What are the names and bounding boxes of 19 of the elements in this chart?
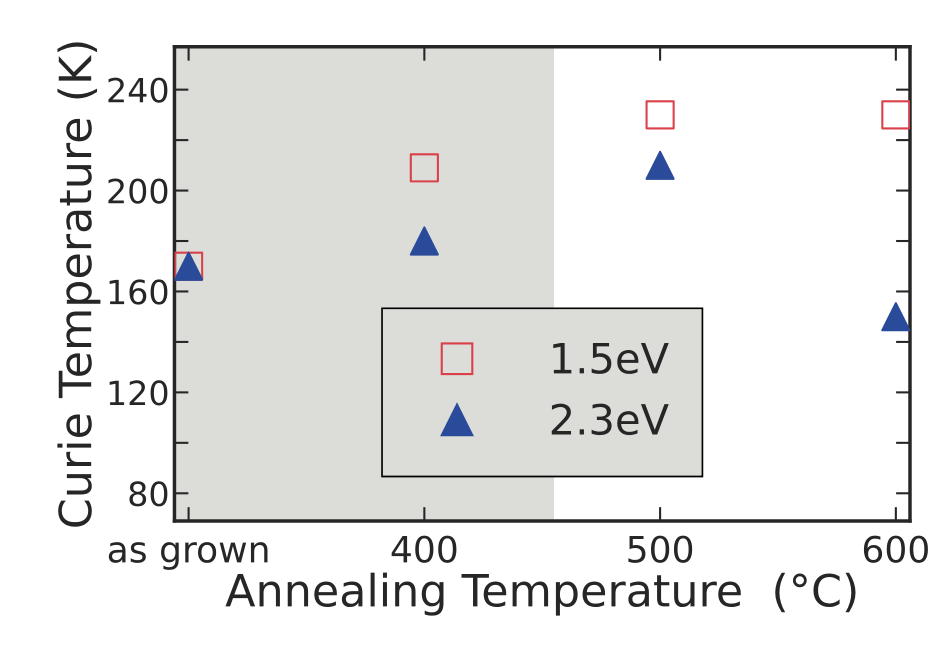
point [646, 100, 675, 130]
x-tick-label: 600 [864, 536, 928, 563]
y-tick-label: 160 [110, 279, 168, 305]
point [410, 153, 439, 182]
x-tick-label: 500 [628, 536, 692, 563]
y-tick-label: 240 [108, 78, 168, 103]
y-tick-label: 120 [110, 380, 168, 406]
y-tick-label: 80 [129, 481, 168, 506]
x-axis-title: Annealing Temperature (°C) [225, 572, 856, 616]
x-tick-label: 400 [392, 536, 456, 563]
point [410, 226, 439, 256]
x-tick-label: as grown [108, 542, 268, 570]
y-axis-title: Curie Temperature (K) [57, 42, 100, 527]
legend-label: 2.3eV [552, 404, 669, 436]
y-tick-label: 200 [108, 178, 168, 204]
point [646, 150, 675, 180]
point [881, 302, 910, 332]
legend-label: 1.5eV [553, 342, 669, 374]
point [881, 100, 910, 130]
